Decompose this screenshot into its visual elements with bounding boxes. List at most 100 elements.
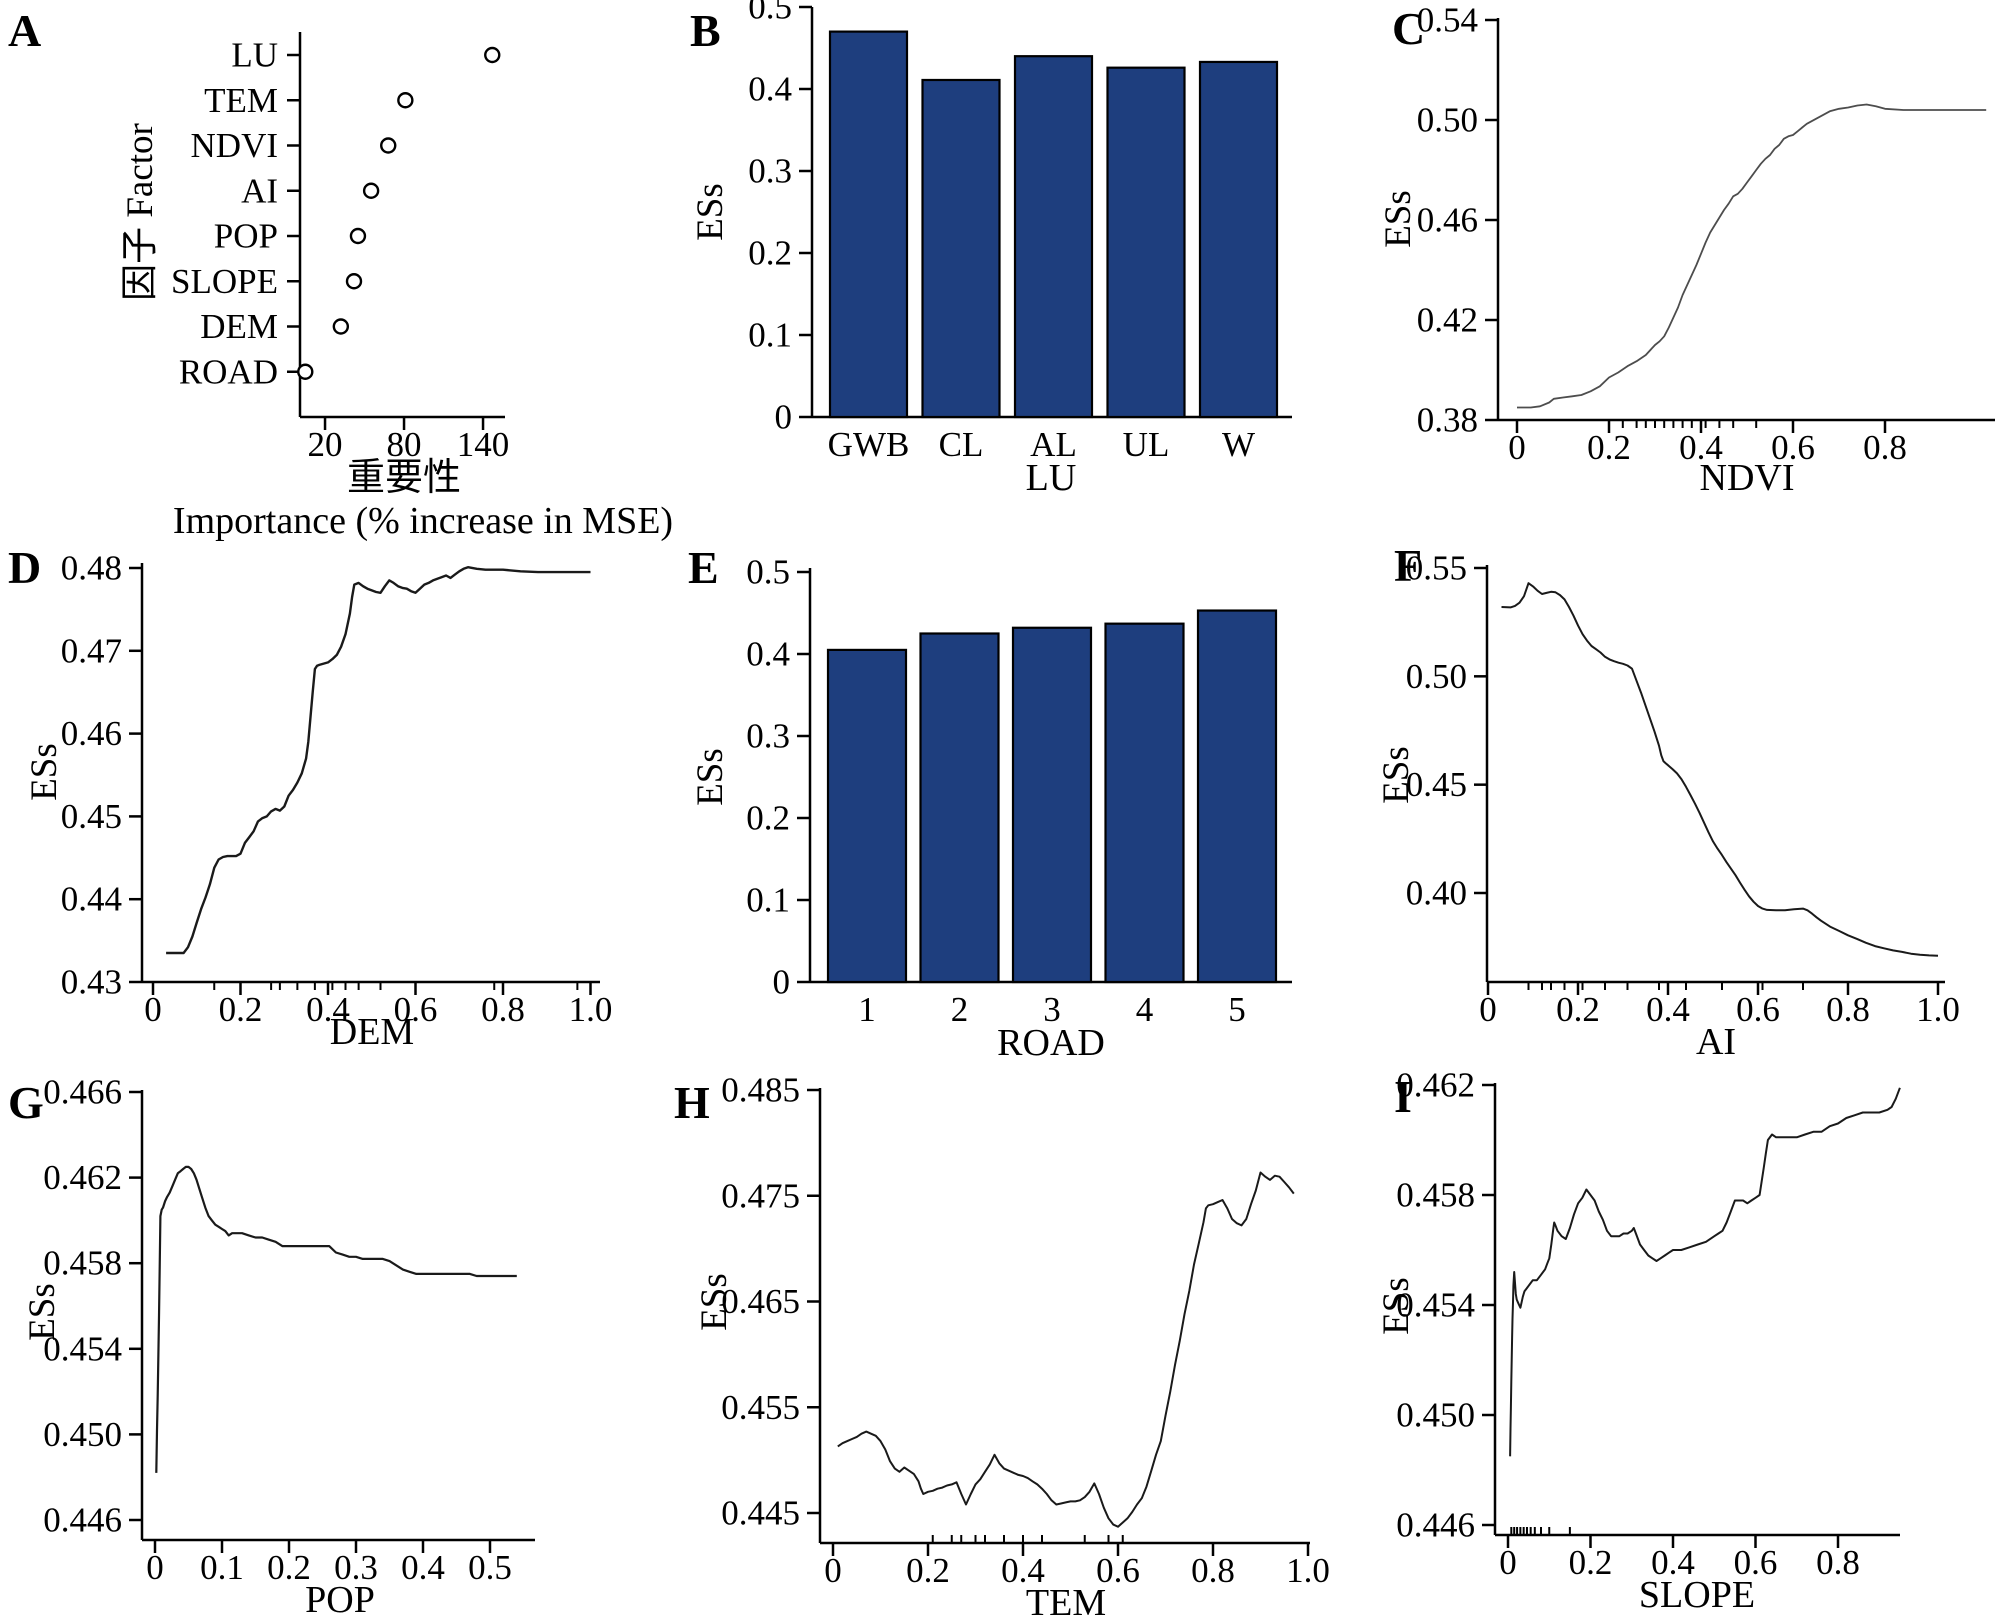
importance-dot [349, 227, 367, 245]
importance-dot [332, 318, 350, 335]
y-tick-label: 0.1 [748, 316, 792, 355]
y-axis-label: ESs [690, 748, 731, 806]
y-axis-label: ESs [694, 1273, 735, 1331]
y-tick-label: 0.40 [1406, 874, 1467, 913]
y-tick-label: 0.466 [43, 1073, 122, 1112]
factor-label: AI [241, 171, 278, 210]
y-tick-label: 0.445 [721, 1494, 800, 1533]
plot-line [166, 566, 591, 955]
y-tick-label: 0.42 [1417, 301, 1478, 340]
y-tick-label: 0.450 [1396, 1396, 1475, 1435]
x-axis-label: ROAD [997, 1022, 1105, 1064]
panel-letter-E: E [688, 542, 719, 593]
y-tick-label: 0.485 [721, 1071, 800, 1110]
y-axis-label: ESs [1376, 746, 1417, 804]
y-tick-label: 0.47 [61, 631, 122, 670]
x-category-label: 3 [1043, 990, 1061, 1029]
y-tick-label: 0.46 [61, 714, 122, 753]
x-tick-label: 0.4 [401, 1548, 445, 1587]
y-tick-label: 0.2 [746, 799, 790, 838]
x-tick-label: 0.3 [334, 1548, 378, 1587]
panel-C: C 0.38 0.42 0.46 0.50 0.54 0 0.2 0.4 0.6 0.8 NDVI ES… [1378, 1, 1995, 499]
plot-line [1501, 582, 1939, 957]
panel-letter-B: B [690, 5, 721, 56]
importance-dot [484, 46, 501, 64]
y-tick-label: 0.462 [43, 1158, 122, 1197]
y-tick-label: 0.454 [1396, 1286, 1475, 1325]
x-tick-label: 0.2 [267, 1548, 311, 1587]
x-axis-label: TEM [1026, 1582, 1106, 1624]
x-tick-label: 0.2 [906, 1551, 950, 1590]
y-tick-label: 0.46 [1417, 201, 1478, 240]
plot-line [155, 1165, 517, 1473]
x-category-label: CL [939, 425, 984, 464]
x-tick-label: 0.6 [1734, 1543, 1778, 1582]
y-tick-label: 0.465 [721, 1282, 800, 1321]
x-category-label: UL [1123, 425, 1170, 464]
x-tick-label: 140 [457, 425, 510, 464]
x-tick-label: 0.4 [306, 990, 350, 1029]
y-tick-label: 0.462 [1396, 1066, 1475, 1105]
y-tick-label: 0.43 [61, 963, 122, 1002]
y-axis-label: 因子 Factor [120, 123, 161, 301]
plot-line [1509, 1087, 1901, 1457]
x-tick-label: 0 [1479, 990, 1497, 1029]
y-axis-label: ESs [690, 183, 731, 241]
x-tick-label: 1.0 [1916, 990, 1960, 1029]
y-axis-label: ESs [1378, 190, 1419, 248]
panel-letter-A: A [8, 5, 41, 56]
x-tick-label: 0 [146, 1548, 164, 1587]
y-tick-label: 0.45 [61, 797, 122, 836]
panel-letter-D: D [8, 542, 41, 593]
y-tick-label: 0.446 [1396, 1506, 1475, 1545]
x-tick-label: 0.1 [200, 1548, 244, 1587]
panel-letter-C: C [1392, 3, 1425, 54]
x-axis-label-en: Importance (% increase in MSE) [173, 500, 673, 542]
bar-GWB [828, 30, 909, 419]
y-tick-label: 0.38 [1417, 401, 1478, 440]
y-axis-label: ESs [24, 743, 65, 801]
panel-letter-G: G [8, 1077, 44, 1128]
x-category-label: 2 [951, 990, 969, 1029]
x-tick-label: 1.0 [569, 990, 613, 1029]
x-tick-label: 0.8 [1816, 1543, 1860, 1582]
x-axis-label: LU [1026, 457, 1077, 499]
y-tick-label: 0.454 [43, 1329, 122, 1368]
x-tick-label: 80 [387, 425, 422, 464]
y-tick-label: 0.4 [748, 70, 792, 109]
panel-F: F 0.40 0.45 0.50 0.55 0 0.2 0.4 0.6 0.8 1.0 AI ESs [1376, 540, 1960, 1063]
x-tick-label: 1.0 [1286, 1551, 1330, 1590]
x-axis-label: DEM [330, 1011, 414, 1053]
y-tick-label: 0.5 [748, 0, 792, 27]
importance-dot [345, 273, 363, 290]
panel-H: H 0.445 0.455 0.465 0.475 0.485 0 0.2 0.4 0.6 0.8 1… [674, 1071, 1330, 1624]
bar-AL [1013, 55, 1094, 419]
factor-label: SLOPE [171, 262, 278, 301]
x-tick-label: 0.2 [219, 990, 263, 1029]
y-tick-label: 0.450 [43, 1415, 122, 1454]
bar-2 [919, 632, 1000, 984]
importance-dot [362, 182, 380, 199]
bar-3 [1011, 626, 1093, 984]
y-tick-label: 0.3 [746, 717, 790, 756]
panel-B: B 0 0.1 0.2 0.3 0.4 0.5 GWB CL AL UL W LU ESs [690, 0, 1292, 499]
x-axis-label: POP [305, 1579, 375, 1621]
x-category-label: W [1222, 425, 1255, 464]
x-axis-label: SLOPE [1639, 1574, 1755, 1616]
x-tick-label: 0 [144, 990, 162, 1029]
y-tick-label: 0.45 [1406, 765, 1467, 804]
x-category-label: 1 [858, 990, 876, 1029]
x-axis-label-cn: 重要性 [347, 457, 461, 499]
x-tick-label: 0.6 [394, 990, 438, 1029]
y-tick-label: 0.55 [1406, 548, 1467, 587]
bar-CL [921, 78, 1001, 419]
x-tick-label: 0.4 [1001, 1551, 1045, 1590]
panel-G: G 0.446 0.450 0.454 0.458 0.462 0.466 0 0.1 0.2 0.… [8, 1073, 535, 1621]
importance-dot [297, 363, 314, 380]
panel-letter-H: H [674, 1077, 710, 1128]
plot-line [1517, 103, 1987, 409]
x-category-label: 4 [1136, 990, 1154, 1029]
y-tick-label: 0.44 [61, 880, 122, 919]
